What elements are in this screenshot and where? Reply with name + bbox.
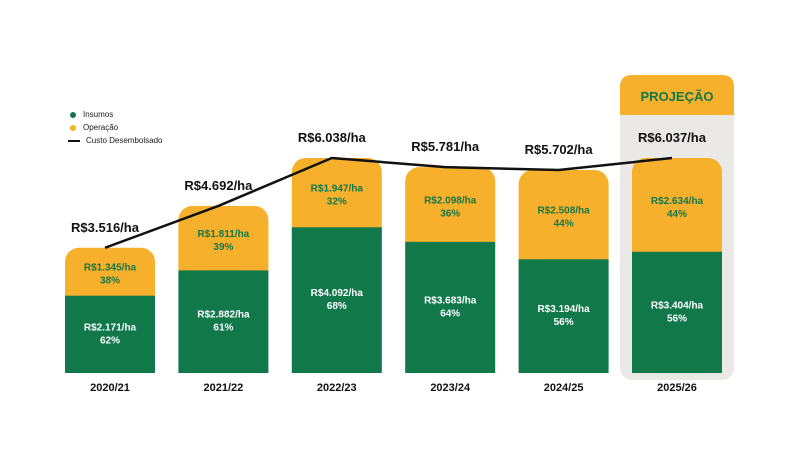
- legend-item-custo: Custo Desembolsado: [68, 134, 162, 147]
- custo-value-label: R$6.038/ha: [298, 130, 367, 145]
- bar-insumos: [178, 270, 269, 373]
- legend-label-insumos: Insumos: [83, 110, 114, 119]
- bar-insumos: [632, 251, 722, 373]
- bar-insumos: [405, 241, 496, 373]
- insumos-pct-label: 56%: [667, 313, 687, 324]
- category-label: 2022/23: [317, 382, 357, 394]
- insumos-pct-label: 68%: [327, 301, 347, 312]
- custo-value-label: R$6.037/ha: [638, 130, 707, 145]
- insumos-value-label: R$4.092/ha: [311, 288, 364, 299]
- legend-swatch-custo: [68, 139, 80, 142]
- legend-item-insumos: Insumos: [68, 108, 162, 121]
- operacao-value-label: R$2.634/ha: [651, 196, 704, 207]
- bar-operacao: [291, 157, 382, 248]
- legend: Insumos Operação Custo Desembolsado: [68, 108, 162, 147]
- projection-label: PROJEÇÃO: [641, 89, 714, 104]
- category-label: 2024/25: [544, 382, 584, 394]
- legend-label-operacao: Operação: [83, 123, 119, 132]
- legend-item-operacao: Operação: [68, 121, 162, 134]
- operacao-value-label: R$1.345/ha: [84, 263, 137, 274]
- bar-operacao: [518, 169, 609, 280]
- category-label: 2021/22: [204, 382, 244, 394]
- operacao-pct-label: 44%: [554, 219, 574, 230]
- operacao-pct-label: 38%: [100, 276, 120, 287]
- bar-insumos: [291, 227, 382, 373]
- bar-operacao: [405, 167, 496, 262]
- operacao-pct-label: 44%: [667, 209, 687, 220]
- bar-operacao: [178, 205, 269, 291]
- operacao-value-label: R$1.811/ha: [198, 229, 250, 240]
- insumos-pct-label: 56%: [554, 317, 574, 328]
- custo-value-label: R$3.516/ha: [71, 220, 140, 235]
- insumos-value-label: R$2.882/ha: [197, 310, 250, 321]
- insumos-pct-label: 61%: [213, 323, 233, 334]
- category-label: 2025/26: [657, 382, 697, 394]
- category-label: 2020/21: [90, 382, 130, 394]
- insumos-value-label: R$2.171/ha: [84, 322, 137, 333]
- custo-value-label: R$4.692/ha: [184, 178, 253, 193]
- category-label: 2023/24: [430, 382, 471, 394]
- legend-swatch-insumos: [70, 111, 76, 118]
- operacao-value-label: R$2.098/ha: [424, 196, 477, 207]
- insumos-value-label: R$3.194/ha: [537, 304, 590, 315]
- custo-value-label: R$5.781/ha: [411, 139, 480, 154]
- bar-operacao: [632, 158, 722, 272]
- insumos-pct-label: 64%: [440, 308, 460, 319]
- insumos-value-label: R$3.404/ha: [651, 300, 704, 311]
- custo-value-label: R$5.702/ha: [525, 142, 594, 157]
- operacao-value-label: R$1.947/ha: [311, 184, 364, 195]
- custo-line: [104, 156, 673, 249]
- bar-insumos: [518, 259, 609, 373]
- legend-label-custo: Custo Desembolsado: [86, 136, 163, 145]
- operacao-pct-label: 39%: [213, 242, 233, 253]
- operacao-value-label: R$2.508/ha: [537, 206, 590, 217]
- legend-swatch-operacao: [70, 124, 76, 131]
- operacao-pct-label: 36%: [440, 209, 460, 220]
- insumos-pct-label: 62%: [100, 335, 120, 346]
- projection-header: [620, 75, 734, 115]
- insumos-value-label: R$3.683/ha: [424, 295, 477, 306]
- bar-insumos: [65, 295, 155, 373]
- operacao-pct-label: 32%: [327, 197, 347, 208]
